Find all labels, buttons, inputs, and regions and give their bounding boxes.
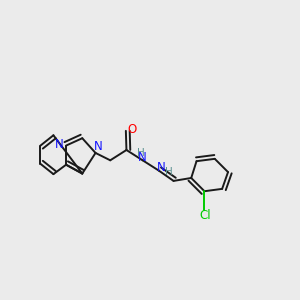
Text: N: N [94, 140, 102, 153]
Text: N: N [138, 151, 147, 164]
Text: O: O [128, 123, 137, 136]
Text: H: H [165, 167, 173, 177]
Text: N: N [55, 139, 63, 152]
Text: N: N [157, 161, 166, 174]
Text: H: H [137, 148, 145, 158]
Text: Cl: Cl [199, 209, 211, 222]
